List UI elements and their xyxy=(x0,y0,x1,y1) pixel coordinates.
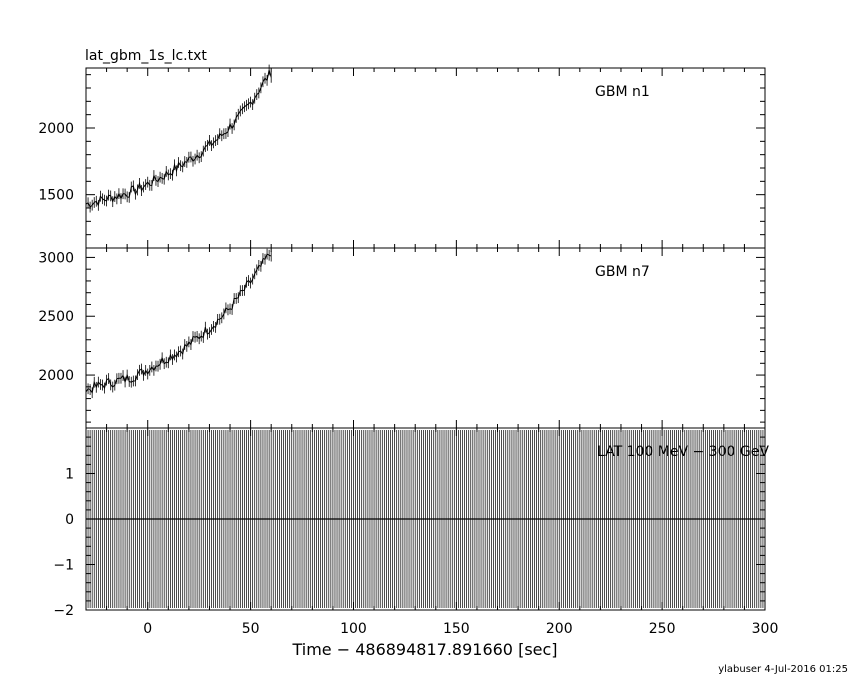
x-tick-label: 200 xyxy=(546,621,573,637)
y-tick-label: −1 xyxy=(53,558,74,574)
x-tick-label: 0 xyxy=(143,621,152,637)
panel-2: 2000 2500 3000 GBM n7 xyxy=(38,247,766,429)
y-tick-label: 3000 xyxy=(38,250,74,266)
x-axis-label: Time − 486894817.891660 [sec] xyxy=(291,640,557,659)
series-line xyxy=(85,69,272,208)
y-tick-label: 2500 xyxy=(38,309,74,325)
panel-frame xyxy=(85,247,766,429)
footer-stamp: ylabuser 4-Jul-2016 01:25 xyxy=(718,664,848,675)
y-tick-label: 1500 xyxy=(38,188,74,204)
y-tick-label: 0 xyxy=(65,512,74,528)
panel-1: 1500 2000 GBM n1 xyxy=(38,64,766,249)
x-tick-label: 250 xyxy=(649,621,676,637)
panel-label: GBM n1 xyxy=(595,84,650,100)
y-tick-label: 2000 xyxy=(38,121,74,137)
file-title: lat_gbm_1s_lc.txt xyxy=(85,48,207,64)
x-axis: 0 50 100 150 200 250 300 xyxy=(143,621,778,637)
y-tick-label: −2 xyxy=(53,603,74,619)
x-tick-label: 150 xyxy=(443,621,470,637)
x-tick-label: 300 xyxy=(752,621,779,637)
x-tick-label: 50 xyxy=(242,621,260,637)
y-tick-label: 1 xyxy=(65,467,74,483)
y-tick-label: 2000 xyxy=(38,368,74,384)
x-tick-label: 100 xyxy=(340,621,367,637)
series-line xyxy=(85,253,272,394)
panel-label: GBM n7 xyxy=(595,264,650,280)
panel-frame xyxy=(85,67,766,249)
